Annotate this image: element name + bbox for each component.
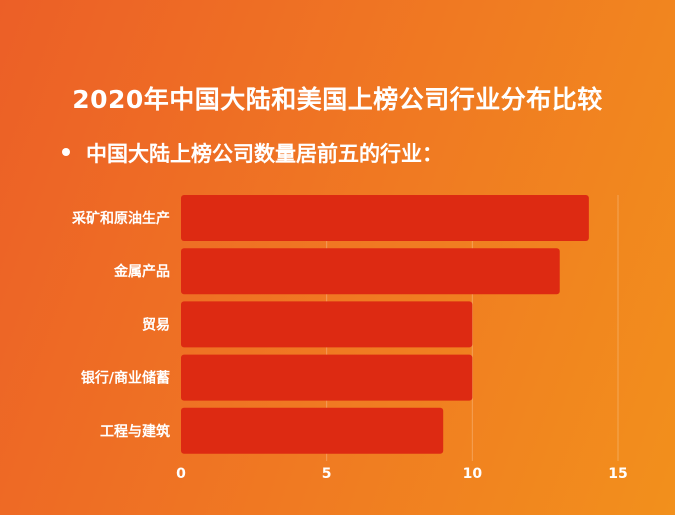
x-tick-label: 0	[176, 466, 186, 482]
category-label: 采矿和原油生产	[71, 210, 170, 227]
bar	[181, 301, 473, 348]
category-label: 工程与建筑	[100, 423, 170, 440]
subtitle-text: 中国大陆上榜公司数量居前五的行业：	[86, 142, 443, 166]
bullet-icon	[62, 148, 70, 156]
x-tick-label: 15	[608, 466, 627, 482]
category-label: 银行/商业储蓄	[81, 370, 170, 387]
bar	[181, 195, 589, 241]
bar	[181, 248, 560, 295]
category-label: 贸易	[142, 316, 170, 333]
subtitle: 中国大陆上榜公司数量居前五的行业：	[62, 138, 443, 168]
category-label: 金属产品	[113, 263, 170, 280]
bar	[181, 354, 473, 401]
chart-title: 2020年中国大陆和美国上榜公司行业分布比较	[72, 85, 603, 114]
x-tick-label: 5	[322, 466, 332, 482]
x-tick-label: 10	[463, 466, 483, 482]
bar	[181, 407, 444, 454]
